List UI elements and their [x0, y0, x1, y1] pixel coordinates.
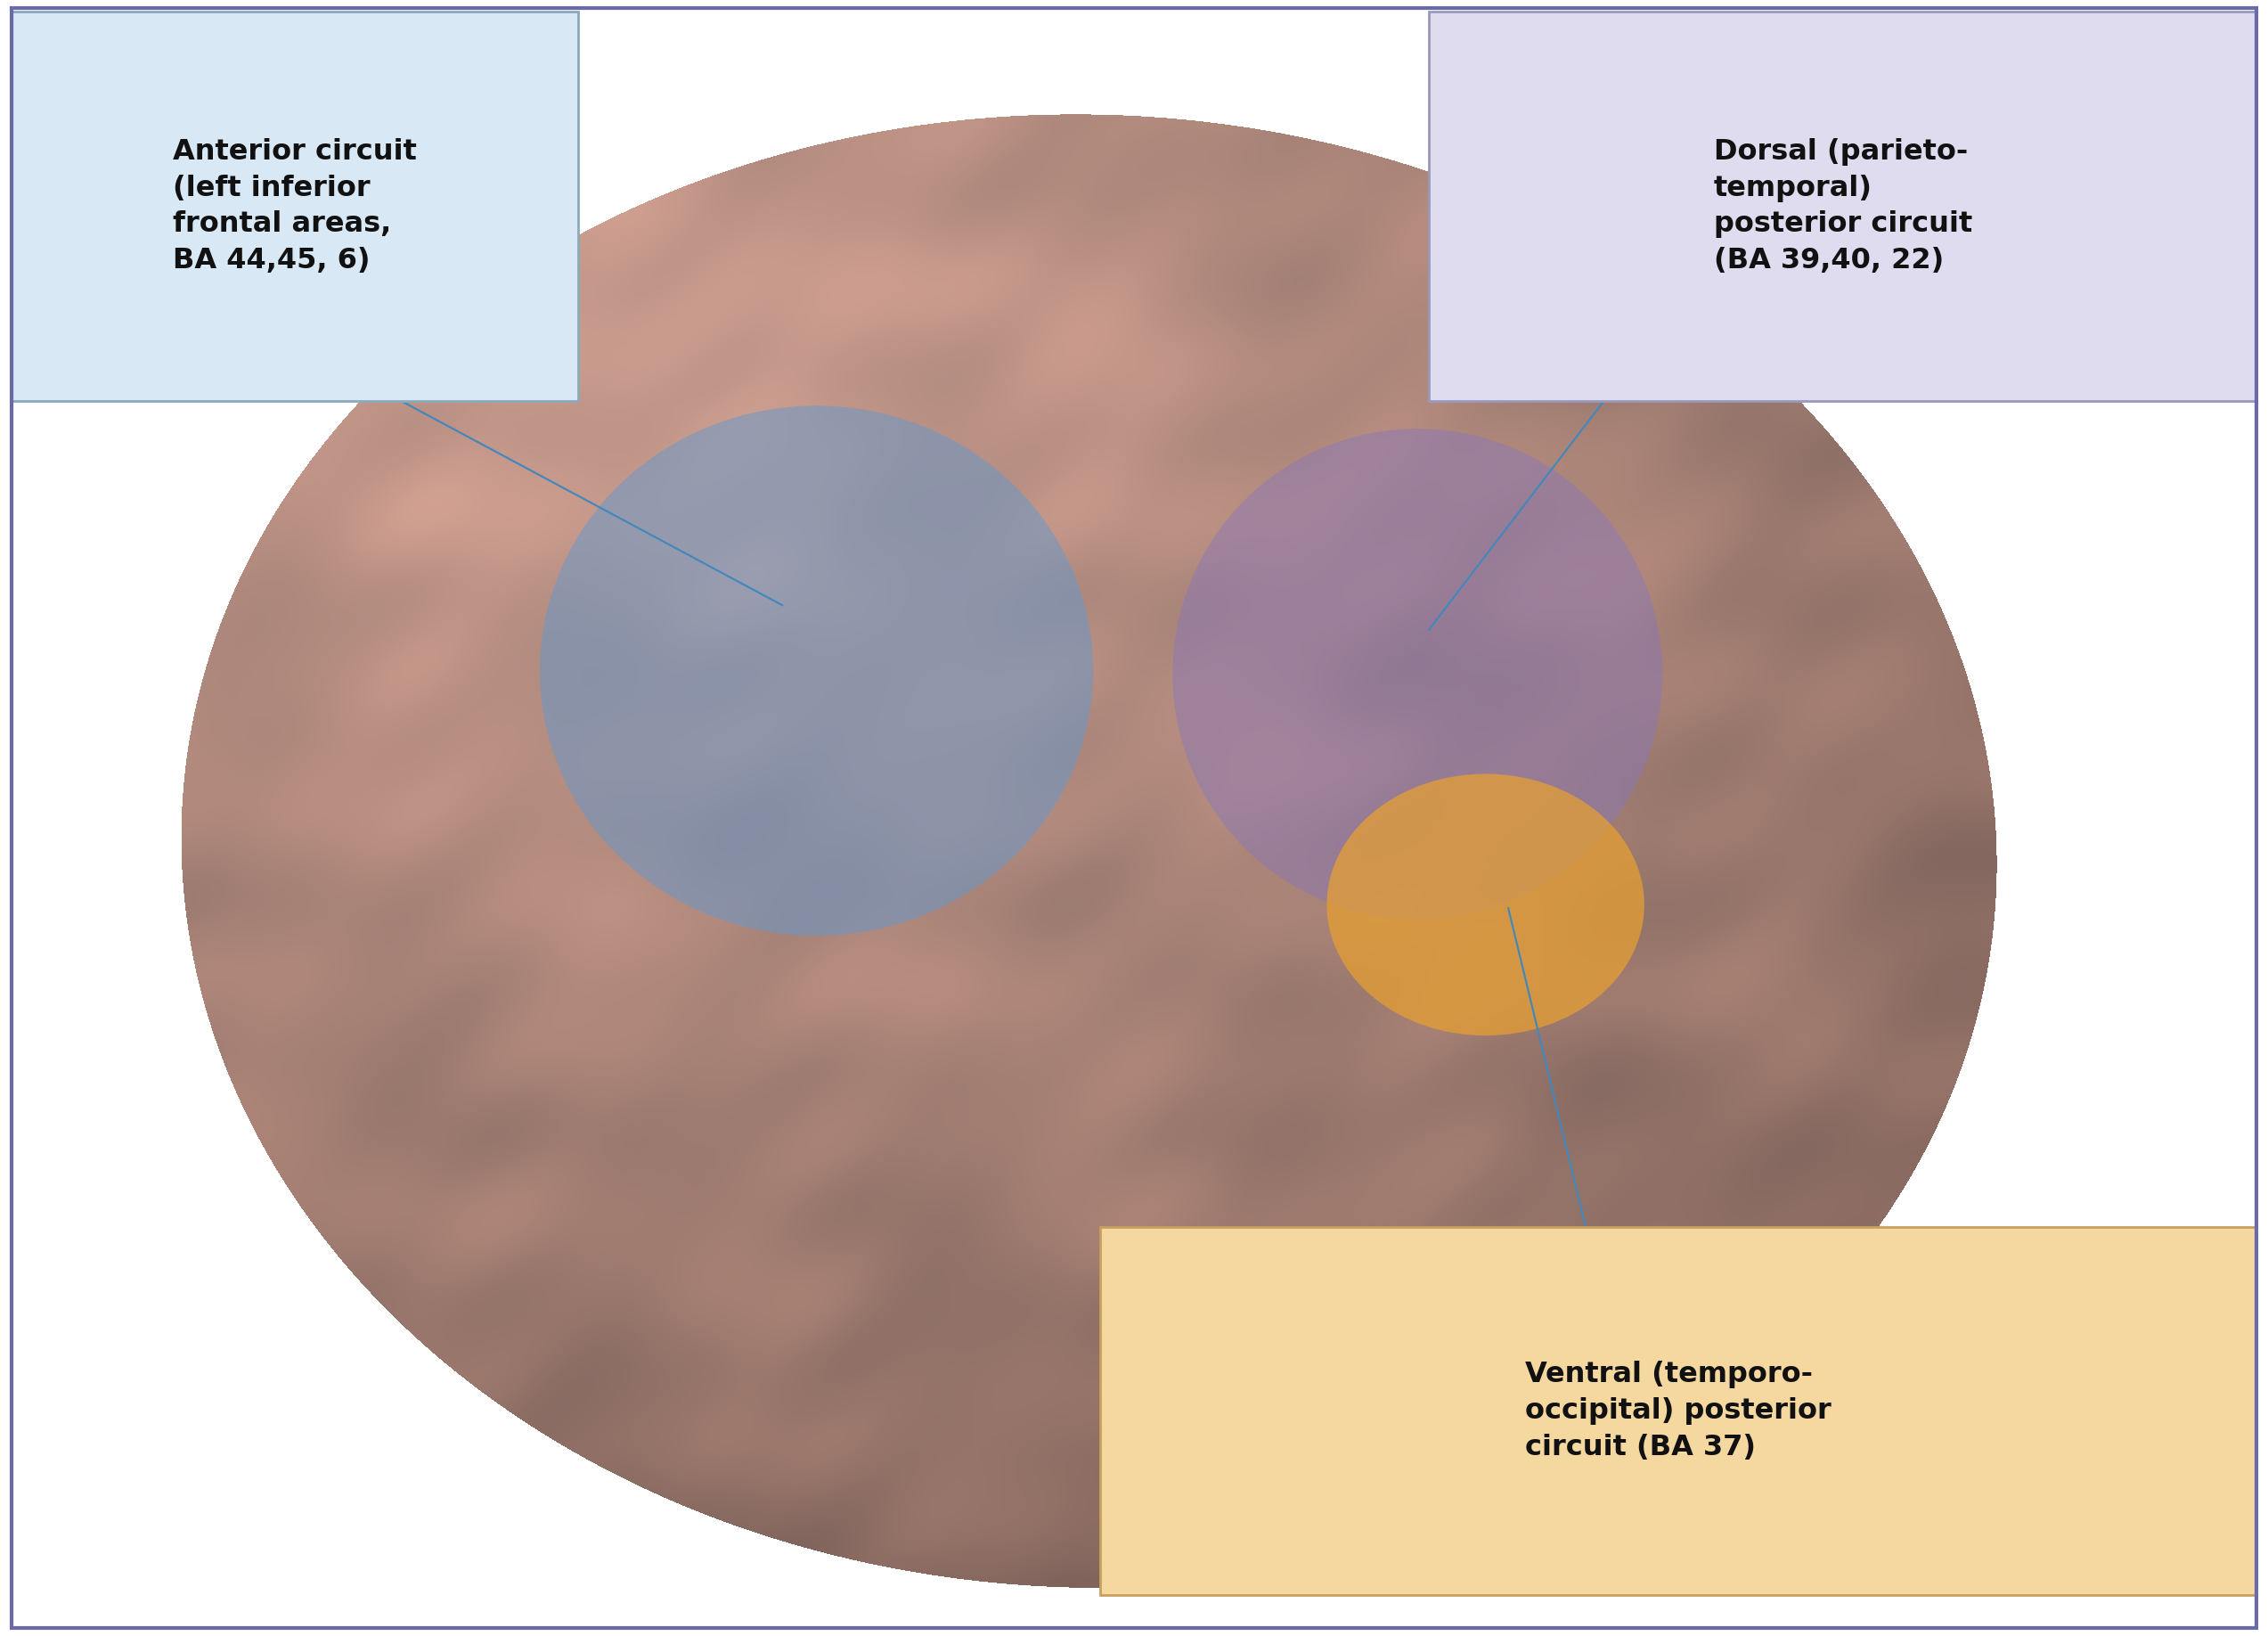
Ellipse shape	[1173, 429, 1662, 919]
Text: Ventral (temporo-
occipital) posterior
circuit (BA 37): Ventral (temporo- occipital) posterior c…	[1524, 1361, 1833, 1461]
Ellipse shape	[540, 406, 1093, 936]
Text: Dorsal (parieto-
temporal)
posterior circuit
(BA 39,40, 22): Dorsal (parieto- temporal) posterior cir…	[1712, 137, 1973, 275]
FancyBboxPatch shape	[11, 11, 578, 401]
Text: Anterior circuit
(left inferior
frontal areas,
BA 44,45, 6): Anterior circuit (left inferior frontal …	[172, 137, 417, 275]
FancyBboxPatch shape	[1100, 1227, 2257, 1595]
FancyBboxPatch shape	[1429, 11, 2257, 401]
Ellipse shape	[1327, 774, 1644, 1036]
